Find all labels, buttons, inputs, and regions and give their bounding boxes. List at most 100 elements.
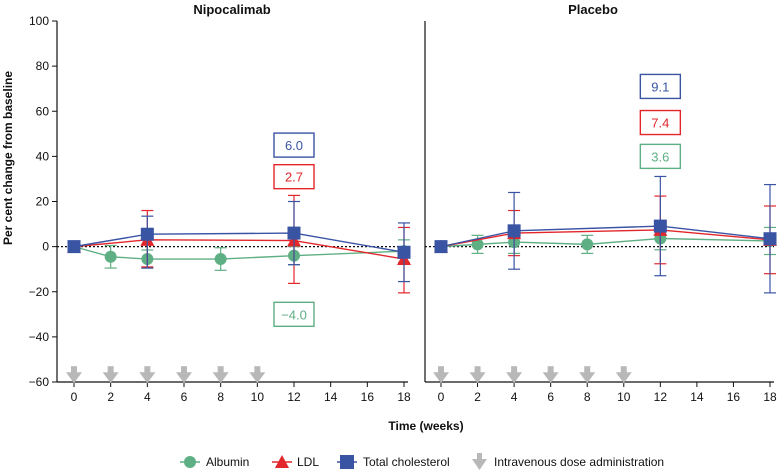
series-total_cholesterol-placebo bbox=[434, 175, 777, 294]
annotation-value: 6.0 bbox=[285, 138, 303, 153]
x-tick-label: 4 bbox=[511, 390, 518, 404]
dose-arrow-shaft bbox=[474, 366, 481, 374]
x-axis-label: Time (weeks) bbox=[388, 419, 463, 433]
dose-arrow-shaft bbox=[181, 366, 187, 374]
annotation-frame bbox=[273, 163, 315, 190]
x-tick-label: 12 bbox=[287, 390, 301, 404]
dose-arrow-shaft bbox=[620, 366, 627, 374]
y-tick-label: 0 bbox=[42, 240, 49, 254]
legend: Albumin LDL Total cholesterol Intravenou… bbox=[180, 453, 664, 470]
dose-arrow bbox=[433, 366, 449, 384]
dose-arrow bbox=[506, 366, 523, 384]
dose-arrow-shaft bbox=[438, 366, 444, 374]
legend-cholesterol-marker bbox=[340, 455, 354, 469]
annotation-frame bbox=[639, 73, 682, 100]
series-layer: 6.0 2.7 −4.0 9.1 7.4 3.6 bbox=[67, 73, 777, 328]
dose-arrow-head bbox=[212, 372, 229, 384]
legend-dose-icon bbox=[472, 453, 487, 470]
panel-title-nipocalimab: Nipocalimab bbox=[193, 2, 270, 17]
data-point-total_cholesterol bbox=[67, 240, 81, 254]
y-tick-label: 20 bbox=[36, 195, 50, 209]
dose-arrow-head bbox=[176, 372, 192, 384]
annotation-box-total_cholesterol-nipocalimab: 6.0 bbox=[273, 132, 315, 158]
dose-arrow bbox=[249, 366, 266, 384]
series-ldl-placebo bbox=[434, 195, 777, 275]
dose-arrow-head bbox=[102, 372, 119, 384]
x-tick-label: 18 bbox=[763, 390, 777, 404]
dose-arrow-head bbox=[249, 372, 266, 384]
data-point-total_cholesterol bbox=[763, 232, 777, 246]
dose-arrow-shaft bbox=[511, 366, 518, 374]
series-line-ldl bbox=[73, 239, 405, 260]
data-point-total_cholesterol bbox=[653, 219, 667, 233]
legend-albumin-label: Albumin bbox=[206, 455, 249, 469]
x-tick-label: 4 bbox=[144, 390, 151, 404]
legend-ldl-marker bbox=[275, 455, 289, 468]
y-tick-label: 40 bbox=[36, 149, 50, 163]
annotation-value: 9.1 bbox=[651, 79, 669, 94]
y-tick-label: 100 bbox=[29, 14, 49, 28]
dose-arrow-shaft bbox=[217, 366, 224, 374]
dose-arrow-head bbox=[139, 372, 156, 384]
dose-arrow-shaft bbox=[254, 366, 261, 374]
data-point-total_cholesterol bbox=[507, 224, 521, 238]
dose-arrow-shaft bbox=[547, 366, 554, 374]
x-tick-label: 14 bbox=[690, 390, 704, 404]
x-tick-label: 6 bbox=[547, 390, 554, 404]
dose-arrow-head bbox=[506, 372, 523, 384]
data-point-albumin bbox=[581, 238, 594, 251]
x-tick-label: 10 bbox=[617, 390, 631, 404]
x-tick-label: 0 bbox=[438, 390, 445, 404]
annotation-box-ldl-placebo: 7.4 bbox=[639, 109, 682, 136]
dose-arrows-layer bbox=[66, 366, 632, 384]
x-tick-label: 6 bbox=[181, 390, 188, 404]
legend-dose-label: Intravenous dose administration bbox=[494, 455, 664, 469]
dose-arrow-head bbox=[579, 372, 596, 384]
data-point-albumin bbox=[471, 238, 484, 251]
x-tick-label: 16 bbox=[361, 390, 375, 404]
legend-cholesterol-label: Total cholesterol bbox=[363, 455, 450, 469]
annotation-frame bbox=[639, 109, 682, 136]
annotation-value: 3.6 bbox=[651, 149, 669, 164]
annotation-frame bbox=[639, 143, 682, 170]
dose-arrow bbox=[212, 366, 229, 384]
x-tick-label: 18 bbox=[397, 390, 411, 404]
legend-ldl-label: LDL bbox=[297, 455, 319, 469]
dose-arrow-head bbox=[433, 372, 449, 384]
series-line-albumin bbox=[440, 237, 771, 248]
x-tick-label: 12 bbox=[654, 390, 668, 404]
data-point-albumin bbox=[214, 253, 227, 266]
x-tick-label: 10 bbox=[251, 390, 265, 404]
dose-arrow-shaft bbox=[71, 366, 77, 374]
panel-title-placebo: Placebo bbox=[568, 2, 618, 17]
dose-arrow-head bbox=[469, 372, 486, 384]
annotation-box-ldl-nipocalimab: 2.7 bbox=[273, 163, 315, 190]
annotation-frame bbox=[273, 301, 315, 328]
dose-arrow-head bbox=[542, 372, 559, 384]
y-tick-label: 60 bbox=[36, 104, 50, 118]
data-point-total_cholesterol bbox=[397, 245, 411, 259]
annotation-box-albumin-placebo: 3.6 bbox=[639, 143, 682, 170]
dose-arrow bbox=[176, 366, 192, 384]
x-tick-label: 16 bbox=[727, 390, 741, 404]
data-point-albumin bbox=[104, 250, 117, 263]
annotation-value: 7.4 bbox=[651, 116, 669, 131]
series-total_cholesterol-nipocalimab bbox=[67, 200, 411, 283]
annotation-value: −4.0 bbox=[281, 307, 307, 322]
series-line-albumin bbox=[73, 245, 405, 260]
x-tick-label: 8 bbox=[584, 390, 591, 404]
annotation-box-total_cholesterol-placebo: 9.1 bbox=[639, 73, 682, 100]
annotation-value: 2.7 bbox=[285, 170, 303, 185]
y-tick-label: −40 bbox=[29, 330, 50, 344]
y-axis-label: Per cent change from baseline bbox=[1, 71, 15, 245]
annotation-frame bbox=[273, 132, 315, 158]
series-line-ldl bbox=[440, 229, 771, 248]
data-point-total_cholesterol bbox=[140, 227, 154, 241]
x-tick-label: 14 bbox=[324, 390, 338, 404]
dose-arrow-shaft bbox=[107, 366, 114, 374]
x-tick-label: 8 bbox=[217, 390, 224, 404]
annotation-box-albumin-nipocalimab: −4.0 bbox=[273, 301, 315, 328]
series-line-total_cholesterol bbox=[440, 225, 771, 248]
dose-arrow-shaft bbox=[144, 366, 151, 374]
